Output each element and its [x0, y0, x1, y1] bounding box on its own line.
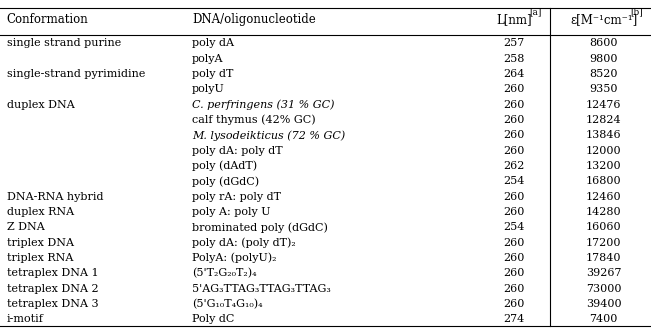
Text: 39400: 39400: [586, 299, 622, 309]
Text: [a]: [a]: [529, 7, 542, 16]
Text: 7400: 7400: [590, 314, 618, 324]
Text: 257: 257: [504, 38, 525, 48]
Text: 13200: 13200: [586, 161, 622, 171]
Text: C. perfringens (31 % GC): C. perfringens (31 % GC): [192, 100, 335, 110]
Text: polyU: polyU: [192, 84, 225, 95]
Text: 260: 260: [504, 131, 525, 141]
Text: Conformation: Conformation: [7, 13, 89, 27]
Text: 260: 260: [504, 268, 525, 278]
Text: DNA-RNA hybrid: DNA-RNA hybrid: [7, 192, 103, 202]
Text: 12476: 12476: [586, 100, 622, 110]
Text: polyA: polyA: [192, 54, 223, 64]
Text: 260: 260: [504, 84, 525, 95]
Text: (5'T₂G₂₀T₂)₄: (5'T₂G₂₀T₂)₄: [192, 268, 256, 279]
Text: duplex RNA: duplex RNA: [7, 207, 74, 217]
Text: tetraplex DNA 3: tetraplex DNA 3: [7, 299, 98, 309]
Text: L[nm]: L[nm]: [497, 13, 532, 27]
Text: 73000: 73000: [586, 284, 622, 294]
Text: 264: 264: [504, 69, 525, 79]
Text: poly A: poly U: poly A: poly U: [192, 207, 271, 217]
Text: i-motif: i-motif: [7, 314, 44, 324]
Text: calf thymus (42% GC): calf thymus (42% GC): [192, 115, 316, 125]
Text: 16060: 16060: [586, 222, 622, 232]
Text: M. lysodeikticus (72 % GC): M. lysodeikticus (72 % GC): [192, 130, 345, 141]
Text: Poly dC: Poly dC: [192, 314, 234, 324]
Text: DNA/oligonucleotide: DNA/oligonucleotide: [192, 13, 316, 27]
Text: (5'G₁₀T₄G₁₀)₄: (5'G₁₀T₄G₁₀)₄: [192, 299, 262, 309]
Text: poly dA: poly dA: [192, 38, 234, 48]
Text: 262: 262: [504, 161, 525, 171]
Text: 274: 274: [504, 314, 525, 324]
Text: 8600: 8600: [590, 38, 618, 48]
Text: 258: 258: [504, 54, 525, 64]
Text: brominated poly (dGdC): brominated poly (dGdC): [192, 222, 328, 233]
Text: tetraplex DNA 1: tetraplex DNA 1: [7, 268, 98, 278]
Text: 12000: 12000: [586, 146, 622, 156]
Text: poly dT: poly dT: [192, 69, 234, 79]
Text: single strand purine: single strand purine: [7, 38, 120, 48]
Text: 260: 260: [504, 100, 525, 110]
Text: poly (dGdC): poly (dGdC): [192, 176, 259, 187]
Text: 9350: 9350: [590, 84, 618, 95]
Text: [b]: [b]: [630, 7, 643, 16]
Text: ε[M⁻¹cm⁻¹]: ε[M⁻¹cm⁻¹]: [570, 13, 637, 27]
Text: 9800: 9800: [590, 54, 618, 64]
Text: poly dA: poly dT: poly dA: poly dT: [192, 146, 283, 156]
Text: 260: 260: [504, 238, 525, 248]
Text: 260: 260: [504, 115, 525, 125]
Text: PolyA: (polyU)₂: PolyA: (polyU)₂: [192, 253, 277, 263]
Text: Z DNA: Z DNA: [7, 222, 44, 232]
Text: 260: 260: [504, 253, 525, 263]
Text: poly rA: poly dT: poly rA: poly dT: [192, 192, 281, 202]
Text: single-strand pyrimidine: single-strand pyrimidine: [7, 69, 145, 79]
Text: 254: 254: [504, 222, 525, 232]
Text: 260: 260: [504, 284, 525, 294]
Text: poly dA: (poly dT)₂: poly dA: (poly dT)₂: [192, 237, 296, 248]
Text: 14280: 14280: [586, 207, 622, 217]
Text: 260: 260: [504, 146, 525, 156]
Text: triplex DNA: triplex DNA: [7, 238, 74, 248]
Text: 39267: 39267: [586, 268, 622, 278]
Text: 17840: 17840: [586, 253, 622, 263]
Text: 16800: 16800: [586, 176, 622, 186]
Text: 260: 260: [504, 192, 525, 202]
Text: 260: 260: [504, 207, 525, 217]
Text: 254: 254: [504, 176, 525, 186]
Text: triplex RNA: triplex RNA: [7, 253, 73, 263]
Text: tetraplex DNA 2: tetraplex DNA 2: [7, 284, 98, 294]
Text: 13846: 13846: [586, 131, 622, 141]
Text: duplex DNA: duplex DNA: [7, 100, 74, 110]
Text: 17200: 17200: [586, 238, 622, 248]
Text: 5'AG₃TTAG₃TTAG₃TTAG₃: 5'AG₃TTAG₃TTAG₃TTAG₃: [192, 284, 331, 294]
Text: 12824: 12824: [586, 115, 622, 125]
Text: poly (dAdT): poly (dAdT): [192, 161, 257, 171]
Text: 8520: 8520: [590, 69, 618, 79]
Text: 260: 260: [504, 299, 525, 309]
Text: 12460: 12460: [586, 192, 622, 202]
